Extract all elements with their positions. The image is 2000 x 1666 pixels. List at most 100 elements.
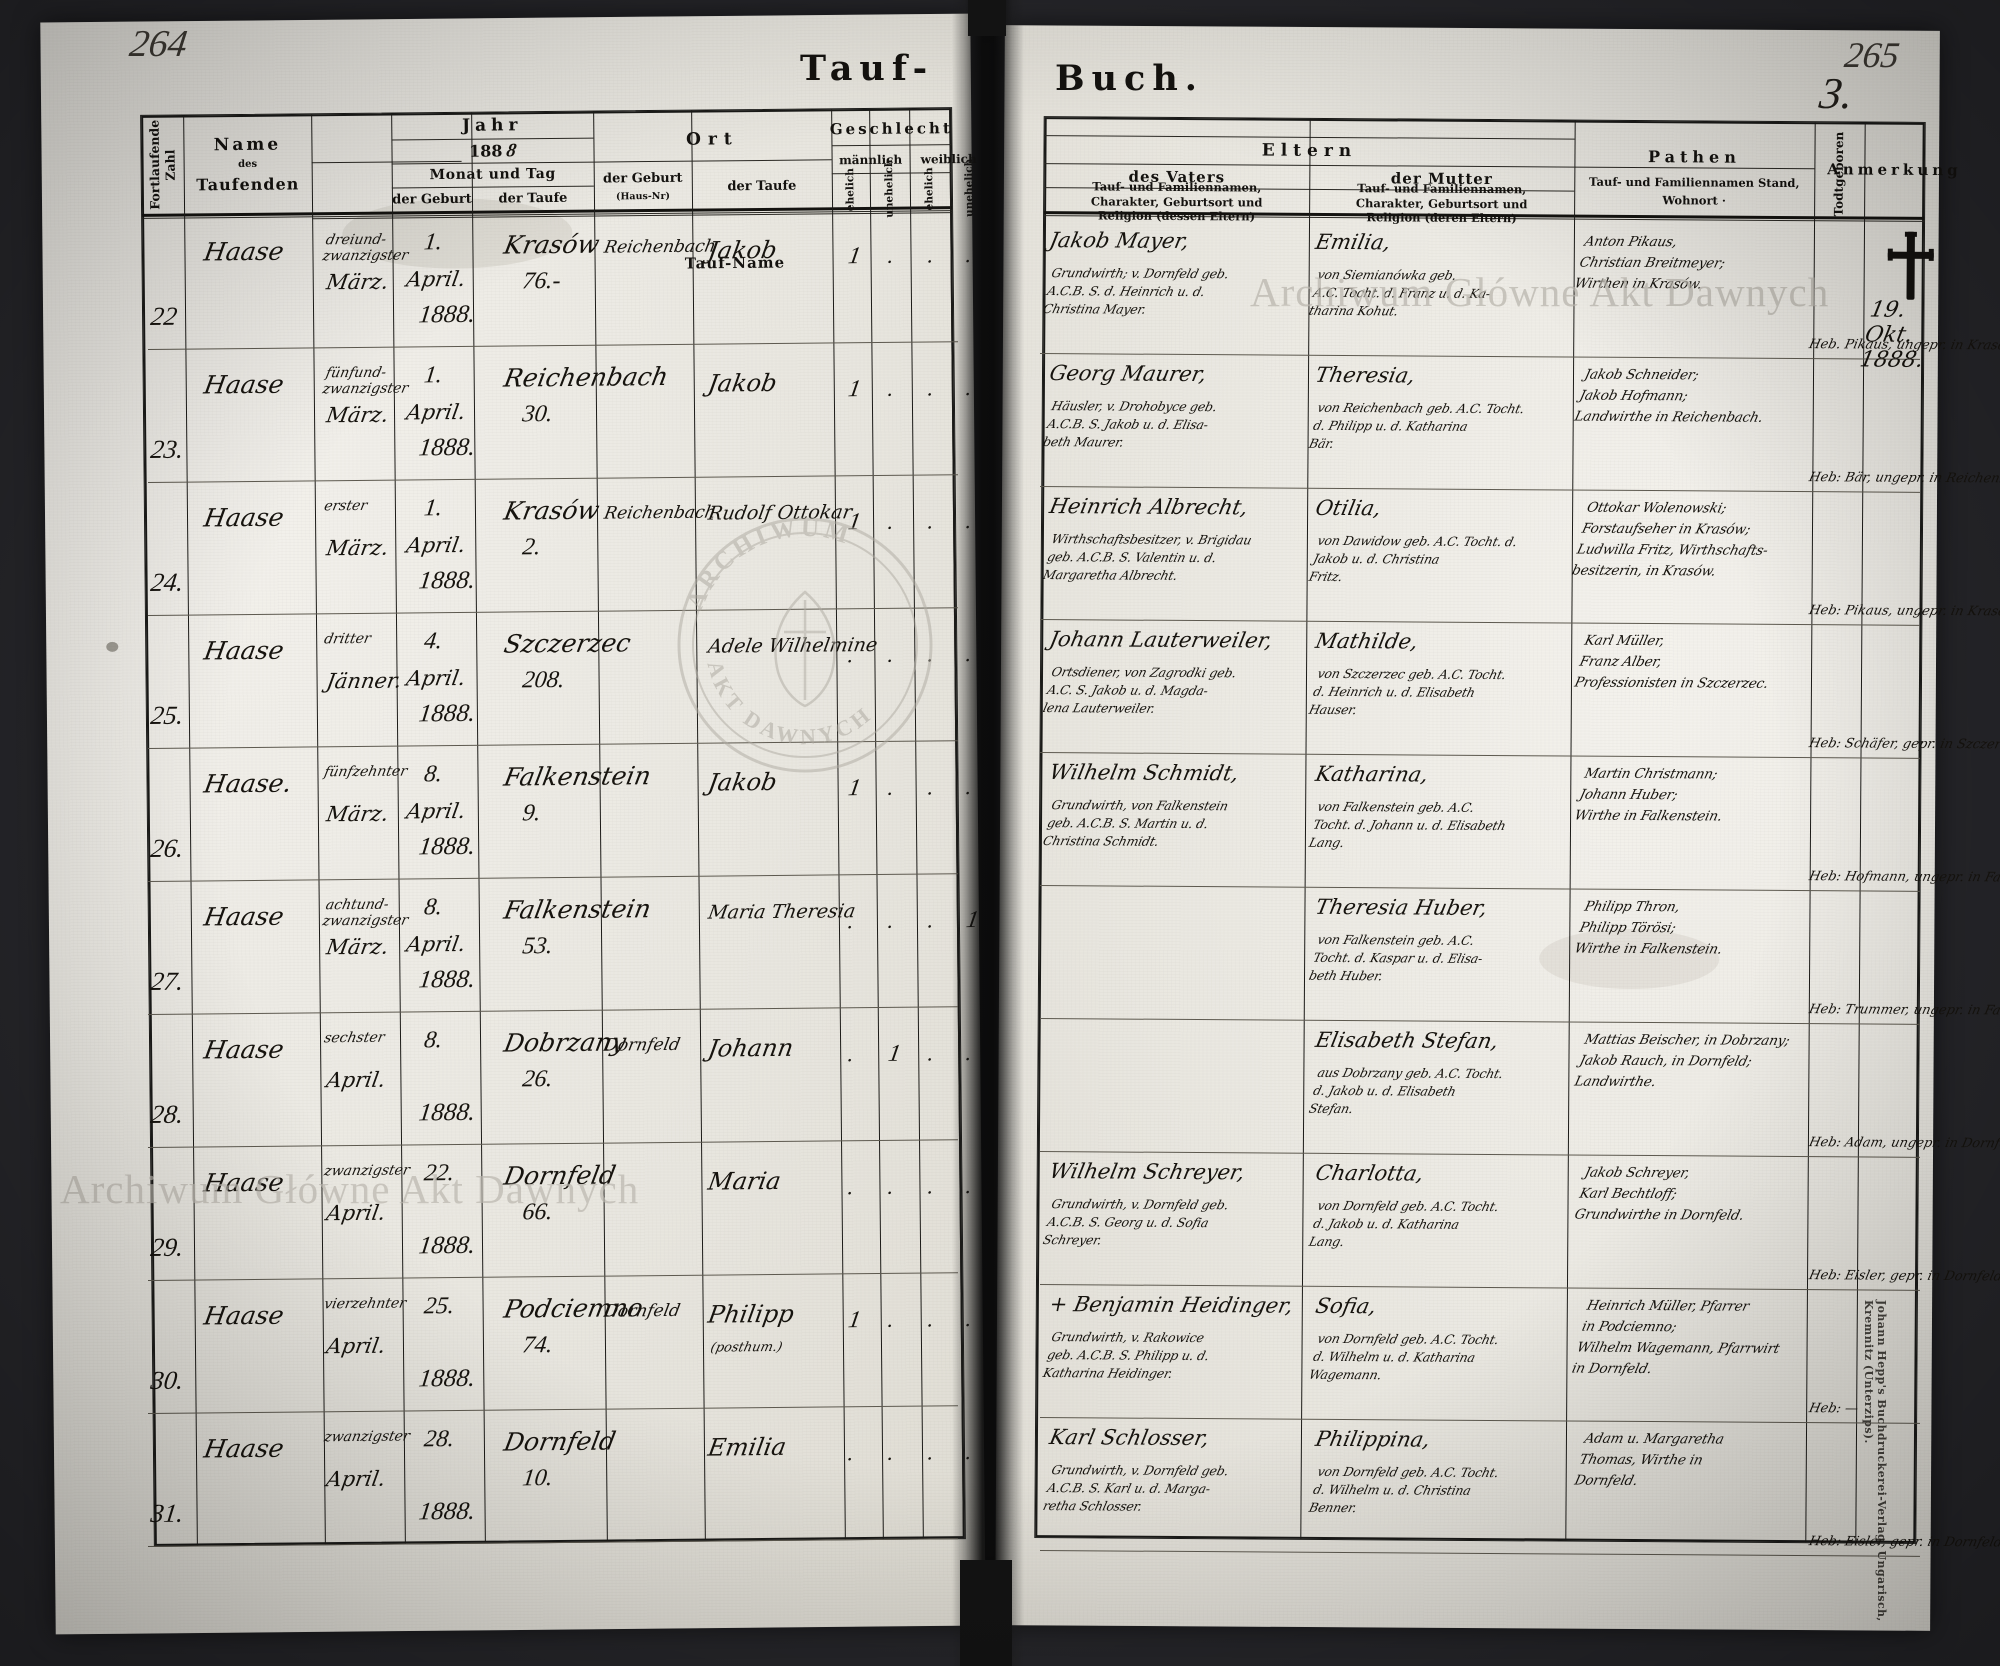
father-name: Johann Lauterweiler, <box>1047 627 1275 653</box>
midwife-note: Heb. Pikaus, ungepr. in Krasów <box>1807 337 2000 354</box>
vater-desc-1: Tauf- und Familiennamen, <box>1092 179 1262 195</box>
vater-desc-2: Charakter, Geburtsort und <box>1090 194 1263 210</box>
bapt-place: Dornfeld <box>602 1034 682 1056</box>
page-title-left: Tauf- <box>800 48 935 89</box>
father-description: Grundwirth, von Falkenstein geb. A.C.B. S… <box>1041 797 1230 849</box>
birth-place: Krasów <box>501 495 602 526</box>
mother-name: Theresia Huber, <box>1313 894 1490 920</box>
birth-month: März. <box>324 535 391 561</box>
birth-day-words: fünfund-zwanzigster <box>321 364 410 398</box>
birth-day-words: vierzehnter <box>322 1295 408 1313</box>
mother-name: Theresia, <box>1313 362 1418 388</box>
table-row: Heinrich Albrecht, Wirthschaftsbesitzer, … <box>1039 486 2000 625</box>
table-row: 22 Haase dreiund-zwanzigster März. 1. April. 1… <box>148 208 974 349</box>
birth-house-number: 76.- <box>521 268 563 295</box>
sex-mark-m_eh: 1 <box>846 775 863 802</box>
godparents: Jakob Schreyer, Karl Bechtloff; Grundwirth… <box>1572 1164 1746 1224</box>
bapt-month: April. <box>404 798 468 824</box>
sex-mark-f_eh: . <box>926 641 937 667</box>
godparents: Martin Christmann; Johann Huber; Wirthe in… <box>1572 765 1724 825</box>
bapt-day: 22. <box>422 1160 457 1187</box>
year: 1888. <box>417 566 478 595</box>
father-description: Ortsdiener, von Zagrodki geb. A.C. S. Jak… <box>1041 664 1239 716</box>
surname: Haase <box>201 369 287 400</box>
father-name: Jakob Mayer, <box>1047 228 1192 253</box>
mother-name: Philippina, <box>1313 1426 1433 1452</box>
bapt-month: April. <box>404 931 468 957</box>
table-row: 29. Haase zwanzigster April. 22. 1888. Dornfel… <box>148 1139 974 1280</box>
birth-month: April. <box>324 1200 388 1226</box>
surname: Haase <box>201 635 287 666</box>
surname: Haase <box>201 1433 287 1464</box>
sex-mark-m_uneh: . <box>886 907 897 933</box>
mother-description: aus Dobrzany geb. A.C. Tocht. d. Jakob u.… <box>1307 1064 1505 1116</box>
surname: Haase <box>201 1034 287 1065</box>
table-row: 28. Haase sechster April. 8. 1888. Dobrzany 26.… <box>148 1006 974 1147</box>
sex-mark-m_uneh: . <box>886 641 897 667</box>
bapt-day: 1. <box>422 229 445 256</box>
mother-name: Katharina, <box>1313 761 1431 787</box>
surname: Haase <box>201 1300 287 1331</box>
header-ort-bapt: der Taufe <box>727 178 797 195</box>
birth-day-words: dreiund-zwanzigster <box>321 231 410 265</box>
table-row: Karl Schlosser, Grundwirth, v. Dornfeld g… <box>1039 1417 2000 1556</box>
printer-imprint: Johann Hepp's Buchdruckerei-Verlag, Unga… <box>1862 1300 1888 1622</box>
pathen-desc-1: Tauf- und Familiennamen Stand, <box>1589 174 1800 190</box>
spacer <box>691 133 831 160</box>
entry-index: 29. <box>149 1232 186 1262</box>
birth-month: Jänner. <box>324 668 404 694</box>
baptismal-name: Jakob <box>706 368 779 398</box>
header-anmerkung: Anmerkung <box>1827 159 1962 179</box>
father-description: Grundwirth, v. Dornfeld geb. A.C.B. S. Ge… <box>1041 1196 1231 1247</box>
header-year-row: 188 8 <box>391 140 593 164</box>
mother-description: von Siemianówka geb. A.C. Tocht. d. Franz… <box>1307 266 1493 318</box>
sex-mark-m_uneh: . <box>886 1173 897 1199</box>
mother-description: von Reichenbach geb. A.C. Tocht. d. Phili… <box>1307 399 1526 451</box>
birth-month: März. <box>324 801 391 827</box>
midwife-note: Heb: Eisler, gepr. in Dornfeld <box>1807 1268 2000 1285</box>
mother-description: von Szczerzec geb. A.C. Tocht. d. Heinric… <box>1307 665 1508 717</box>
sex-mark-f_eh: . <box>926 774 937 800</box>
bapt-day: 4. <box>422 628 445 655</box>
header-monat-tag: Monat und Tag <box>429 166 556 184</box>
year: 1888. <box>417 433 478 462</box>
table-row: Georg Maurer, Häusler, v. Drohobyce geb. A… <box>1039 353 2000 492</box>
midwife-note: Heb: Bär, ungepr. in Reichenbach <box>1807 470 2000 487</box>
pathen-desc-2: Wohnort · <box>1662 193 1726 208</box>
sex-mark-m_eh: 1 <box>846 243 863 270</box>
mother-name: Sofia, <box>1313 1293 1379 1319</box>
bapt-place: Reichenbach <box>602 236 718 258</box>
godparents: Karl Müller, Franz Alber, Professionisten … <box>1572 632 1770 692</box>
mutter-desc-1: Tauf- und Familiennamen, <box>1357 181 1527 197</box>
table-row: Johann Lauterweiler, Ortsdiener, von Zagr… <box>1039 619 2000 758</box>
year: 1888. <box>417 1364 478 1393</box>
mother-name: Otilia, <box>1313 495 1384 521</box>
birth-house-number: 74. <box>521 1332 555 1359</box>
surname: Haase <box>201 1167 287 1198</box>
godparents: Philipp Thron, Philipp Törösi; Wirthe in F… <box>1572 898 1724 958</box>
father-name: Karl Schlosser, <box>1047 1425 1212 1451</box>
birth-place: Szczerzec <box>501 628 634 659</box>
header-mutter-desc: Tauf- und Familiennamen, Charakter, Gebu… <box>1313 182 1570 226</box>
bapt-day: 25. <box>422 1293 457 1320</box>
entry-index: 30. <box>149 1365 186 1395</box>
bapt-day: 8. <box>422 761 445 788</box>
table-row: 23. Haase fünfund-zwanzigster März. 1. April.… <box>148 341 974 482</box>
midwife-note: Heb: Pikaus, ungepr. in Krasów <box>1807 603 2000 620</box>
year: 1888. <box>417 1098 478 1127</box>
mutter-desc-2: Charakter, Geburtsort und <box>1355 195 1528 212</box>
sex-mark-f_eh: . <box>926 1173 937 1199</box>
father-description: Grundwirth; v. Dornfeld geb. A.C.B. S. d.… <box>1041 265 1231 317</box>
bapt-day: 1. <box>422 495 445 522</box>
header-ehelich-m: ehelich <box>844 168 857 212</box>
birth-day-words: fünfzehnter <box>322 763 409 781</box>
birth-day-words: zwanzigster <box>322 1428 412 1446</box>
father-description: Häusler, v. Drohobyce geb. A.C.B. S. Jako… <box>1041 398 1219 450</box>
sex-mark-m_uneh: 1 <box>886 1040 903 1067</box>
year: 1888. <box>417 1231 478 1260</box>
table-row: Wilhelm Schreyer, Grundwirth, v. Dornfeld… <box>1039 1151 2000 1290</box>
sex-mark-m_uneh: . <box>886 774 897 800</box>
bapt-place: Reichenbach <box>602 502 718 524</box>
table-row: 26. Haase. fünfzehnter März. 8. April. 1888. Fa… <box>148 740 974 881</box>
year: 1888. <box>417 300 478 329</box>
